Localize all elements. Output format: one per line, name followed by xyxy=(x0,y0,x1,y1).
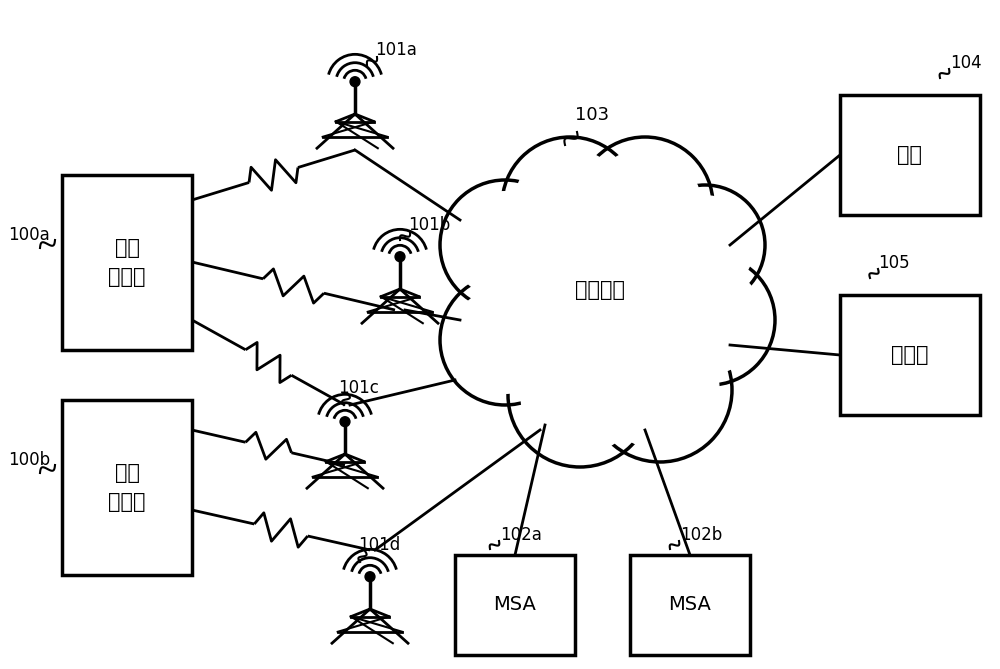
Circle shape xyxy=(645,185,765,305)
Circle shape xyxy=(588,318,732,462)
Circle shape xyxy=(510,210,690,390)
Circle shape xyxy=(452,192,558,298)
Text: MSA: MSA xyxy=(669,595,711,615)
Text: MSA: MSA xyxy=(494,595,536,615)
Bar xyxy=(62,400,192,575)
Text: 102a: 102a xyxy=(500,526,542,544)
Circle shape xyxy=(508,323,652,467)
Bar xyxy=(840,95,980,215)
Circle shape xyxy=(601,331,719,449)
Bar xyxy=(840,295,980,415)
Circle shape xyxy=(365,572,375,581)
Circle shape xyxy=(350,77,360,87)
Text: 105: 105 xyxy=(878,254,910,272)
Bar xyxy=(62,175,192,350)
Circle shape xyxy=(440,275,570,405)
Circle shape xyxy=(440,180,570,310)
Text: 互连网络: 互连网络 xyxy=(575,280,625,300)
Text: 服务器: 服务器 xyxy=(891,345,929,365)
Circle shape xyxy=(645,255,775,385)
Text: 100b: 100b xyxy=(8,451,50,469)
Circle shape xyxy=(521,336,639,454)
Text: 103: 103 xyxy=(575,106,609,124)
Text: 主机: 主机 xyxy=(898,145,922,165)
Text: 104: 104 xyxy=(950,54,982,72)
Circle shape xyxy=(340,417,350,427)
Text: 101d: 101d xyxy=(358,536,400,554)
Bar xyxy=(630,555,750,655)
Text: 蜂窝
路由器: 蜂窝 路由器 xyxy=(108,237,146,287)
Circle shape xyxy=(395,252,405,262)
Text: 101b: 101b xyxy=(408,216,450,234)
Text: 101c: 101c xyxy=(338,379,379,397)
Circle shape xyxy=(656,196,754,294)
Bar xyxy=(455,555,575,655)
Circle shape xyxy=(577,137,713,273)
Circle shape xyxy=(657,267,763,373)
Text: 101a: 101a xyxy=(375,41,417,59)
Text: 100a: 100a xyxy=(8,226,50,244)
Circle shape xyxy=(589,149,701,261)
Circle shape xyxy=(502,137,638,273)
Circle shape xyxy=(452,287,558,393)
Text: 蜂窝
路由器: 蜂窝 路由器 xyxy=(108,463,146,512)
Circle shape xyxy=(514,149,626,261)
Text: 102b: 102b xyxy=(680,526,722,544)
